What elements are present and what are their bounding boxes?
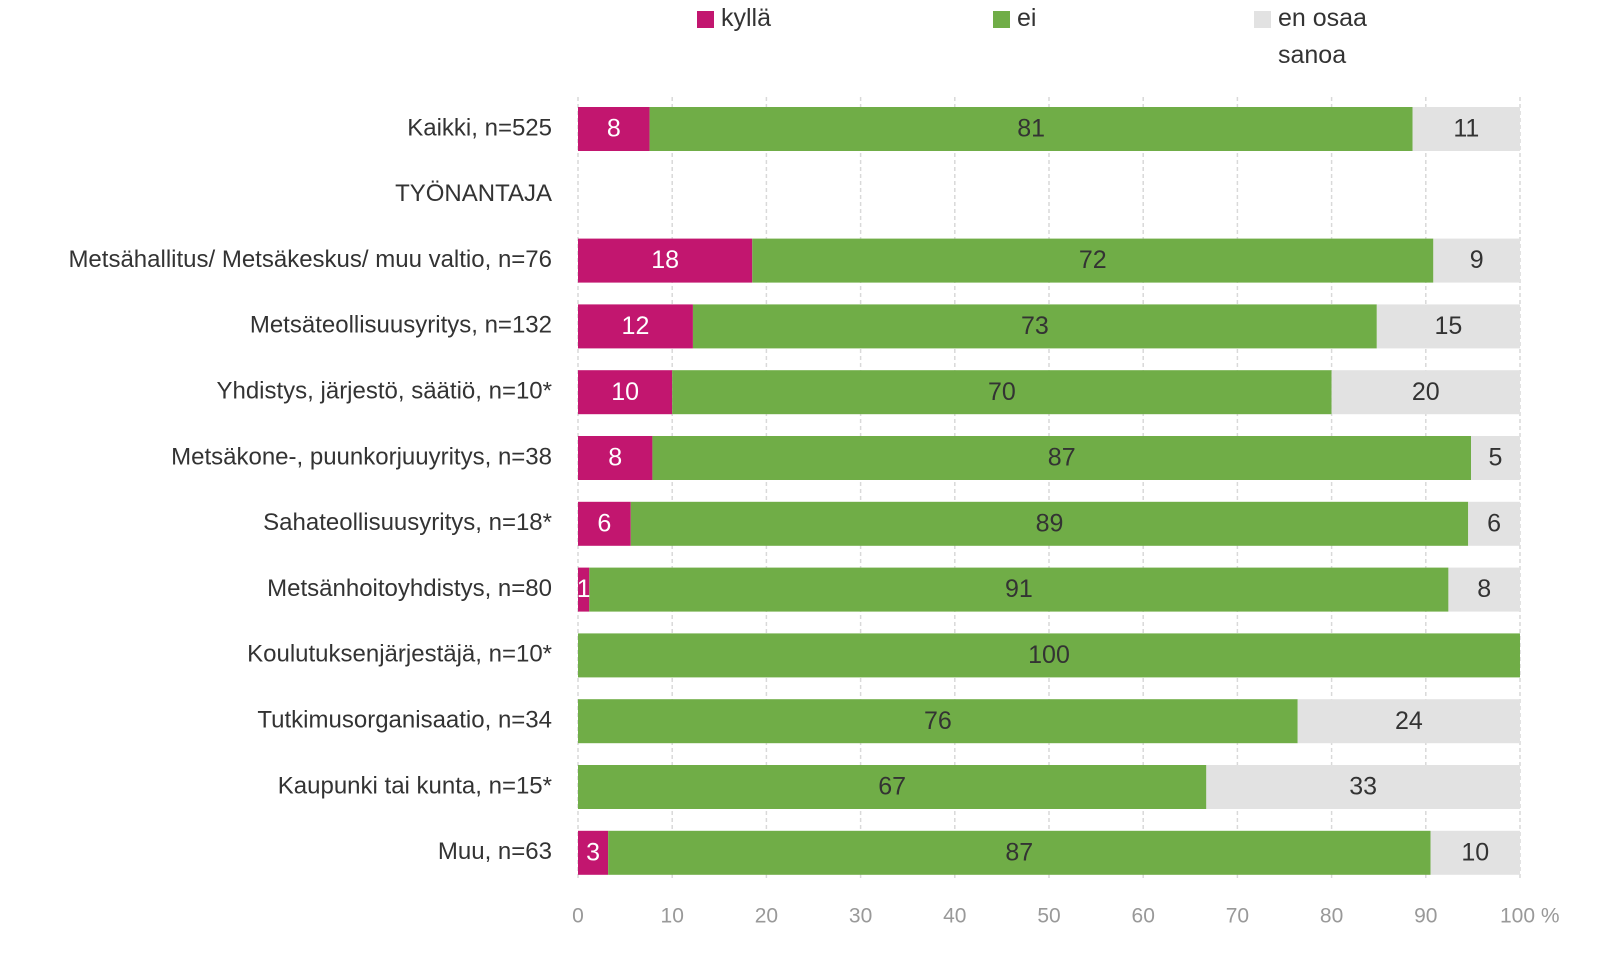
- data-label: 67: [878, 773, 906, 801]
- data-label: 3: [586, 838, 600, 866]
- bar-segment: [1448, 567, 1520, 612]
- data-label: 9: [1470, 246, 1484, 274]
- bar-segment: [578, 699, 1298, 744]
- category-label: TYÖNANTAJA: [395, 180, 552, 207]
- data-label: 6: [597, 509, 611, 537]
- category-label: Metsäkone-, puunkorjuuyritys, n=38: [171, 443, 552, 470]
- data-label: 87: [1005, 838, 1033, 866]
- data-label: 70: [988, 378, 1016, 406]
- data-label: 81: [1017, 115, 1045, 143]
- bar-segment: [578, 501, 631, 546]
- x-tick-label: 30: [849, 905, 872, 928]
- data-label: 10: [1461, 838, 1489, 866]
- bar-segment: [649, 107, 1413, 151]
- category-label: Kaupunki tai kunta, n=15*: [278, 772, 552, 799]
- category-label: Yhdistys, järjestö, säätiö, n=10*: [216, 378, 552, 405]
- legend-label: kyllä: [721, 4, 772, 32]
- bar-segment: [578, 304, 693, 349]
- data-label: 24: [1395, 707, 1423, 735]
- data-label: 73: [1021, 312, 1049, 340]
- x-tick-label: 60: [1132, 905, 1155, 928]
- bar-segment: [578, 370, 673, 415]
- category-label: Metsäteollisuusyritys, n=132: [250, 312, 552, 339]
- bar-segment: [1430, 830, 1520, 875]
- bar-segment: [1433, 238, 1520, 283]
- bar-segment: [1376, 304, 1520, 349]
- bar-segment: [589, 567, 1449, 612]
- data-label: 91: [1005, 575, 1033, 603]
- bar-segment: [1471, 436, 1520, 480]
- data-label: 10: [611, 378, 639, 406]
- category-label: Koulutuksenjärjestäjä, n=10*: [247, 641, 552, 668]
- x-tick-label: 10: [661, 905, 684, 928]
- bar-segment: [578, 830, 609, 875]
- x-tick-label: 70: [1226, 905, 1249, 928]
- category-label: Kaikki, n=525: [407, 114, 552, 141]
- legend-swatch: [697, 11, 714, 28]
- bar-segment: [578, 107, 650, 151]
- data-label: 11: [1453, 115, 1479, 143]
- category-label: Metsänhoitoyhdistys, n=80: [267, 575, 552, 602]
- x-tick-label: 100 %: [1500, 905, 1560, 928]
- data-label: 100: [1028, 641, 1070, 669]
- bar-segment: [652, 436, 1472, 480]
- legend-swatch: [993, 11, 1010, 28]
- data-label: 20: [1412, 378, 1440, 406]
- x-tick-label: 50: [1037, 905, 1060, 928]
- bar-segment: [1331, 370, 1520, 415]
- legend-label: ei: [1017, 4, 1037, 32]
- data-label: 72: [1079, 246, 1107, 274]
- bar-segment: [630, 501, 1469, 546]
- data-label: 12: [622, 312, 650, 340]
- bar-segment: [672, 370, 1332, 415]
- category-label: Sahateollisuusyritys, n=18*: [263, 509, 552, 536]
- x-tick-label: 0: [572, 905, 584, 928]
- bar-segment: [608, 830, 1431, 875]
- bar-segment: [578, 436, 653, 480]
- data-label: 8: [1477, 575, 1491, 603]
- data-label: 18: [651, 246, 679, 274]
- bar-segment: [1468, 501, 1520, 546]
- bar-segment: [1206, 765, 1520, 809]
- category-label: Tutkimusorganisaatio, n=34: [257, 707, 552, 734]
- x-tick-label: 40: [943, 905, 966, 928]
- bar-segment: [1412, 107, 1520, 151]
- data-label: 1: [577, 575, 591, 603]
- category-label: Muu, n=63: [438, 838, 552, 865]
- data-label: 87: [1048, 444, 1076, 472]
- bar-segment: [1297, 699, 1520, 744]
- data-label: 6: [1487, 509, 1501, 537]
- data-label: 33: [1349, 773, 1377, 801]
- legend-swatch: [1254, 11, 1271, 28]
- data-label: 5: [1489, 444, 1503, 472]
- x-tick-label: 80: [1320, 905, 1343, 928]
- data-label: 89: [1036, 509, 1064, 537]
- data-label: 8: [608, 444, 622, 472]
- bar-segment: [578, 765, 1207, 809]
- legend-label: en osaa sanoa: [1278, 4, 1367, 69]
- bar-segment: [578, 238, 753, 283]
- bar-segment: [578, 633, 1520, 678]
- data-label: 15: [1435, 312, 1463, 340]
- bar-segment: [752, 238, 1434, 283]
- bar-segment: [692, 304, 1377, 349]
- x-tick-label: 90: [1414, 905, 1437, 928]
- data-label: 76: [924, 707, 952, 735]
- category-label: Metsähallitus/ Metsäkeskus/ muu valtio, …: [68, 246, 552, 273]
- x-tick-label: 20: [755, 905, 778, 928]
- bar-segment: [578, 567, 590, 612]
- data-label: 8: [607, 115, 621, 143]
